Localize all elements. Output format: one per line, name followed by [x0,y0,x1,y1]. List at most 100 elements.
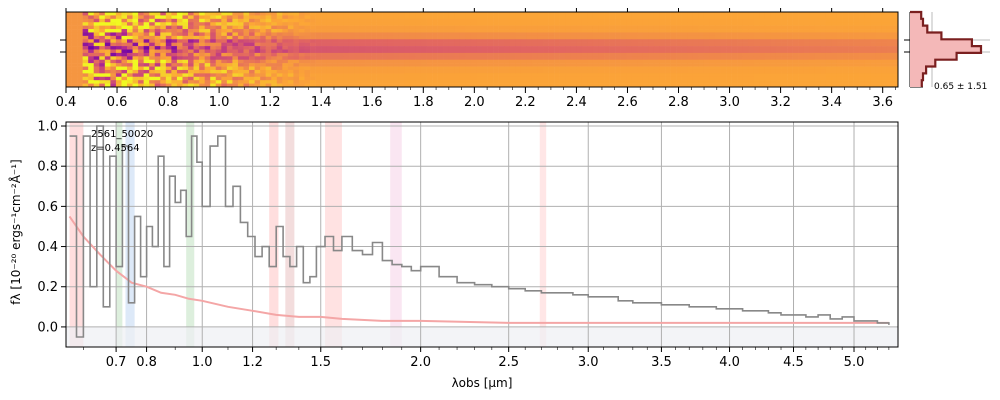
heatmap-cell [199,35,205,40]
heatmap-cell [343,46,350,50]
heatmap-cell [520,56,527,61]
heatmap-cell [737,39,743,43]
heatmap-cell [809,46,816,50]
heatmap-cell [637,29,644,33]
heatmap-cell [531,76,538,81]
x-tick-label: 1.2 [242,355,263,370]
heatmap-cell [359,25,366,30]
heatmap-cell [703,73,710,78]
heatmap-cell [237,42,244,47]
heatmap-cell [748,12,755,16]
heatmap-cell [609,49,616,54]
heatmap-cell [293,12,300,16]
heatmap-cell [620,83,627,87]
heatmap-cell [576,69,583,74]
redshift-label: z=0.4564 [91,143,140,154]
heatmap-cell [515,39,522,43]
heatmap-cell [648,25,655,30]
heatmap-cell [82,32,89,37]
heatmap-cell [354,22,361,26]
heatmap-cell [182,32,189,37]
heatmap-cell [365,15,372,20]
heatmap-cell [182,39,189,43]
heatmap-cell [681,73,688,78]
heatmap-cell [121,46,128,50]
heatmap-cell [653,83,660,87]
heatmap-cell [559,73,566,78]
heatmap-cell [293,83,300,87]
heatmap-cell [88,46,95,50]
heatmap-cell [720,49,727,54]
heatmap-cell [232,46,239,50]
heatmap-cell [626,63,633,67]
heatmap-cell [537,59,544,64]
heatmap-cell [604,66,610,71]
heatmap-cell [282,80,289,84]
heatmap-cell [748,63,755,67]
heatmap-cell [88,39,95,43]
heatmap-cell [581,49,588,54]
heatmap-cell [642,15,649,20]
heatmap-cell [409,12,416,16]
heatmap-cell [842,66,849,71]
heatmap-cell [249,80,255,84]
heatmap-cell [393,59,400,64]
heatmap-cell [420,66,427,71]
heatmap-cell [642,80,649,84]
heatmap-cell [371,56,377,61]
heatmap-cell [831,76,838,81]
heatmap-cell [598,35,605,40]
heatmap-cell [487,39,494,43]
heatmap-cell [71,42,78,47]
heatmap-cell [337,39,344,43]
heatmap-cell [404,59,411,64]
heatmap-cell [592,76,599,81]
heatmap-cell [842,25,849,30]
heatmap-cell [404,35,411,40]
heatmap-cell [404,46,411,50]
heatmap-cell [848,76,854,81]
heatmap-cell [237,15,244,20]
heatmap-cell [825,52,832,57]
heatmap-cell [853,59,860,64]
heatmap-cell [570,32,577,37]
heatmap-cell [565,69,572,74]
heatmap-cell [559,76,566,81]
heatmap-cell [842,69,849,74]
heatmap-cell [764,59,771,64]
heatmap-cell [271,56,278,61]
heatmap-cell [171,83,178,87]
heatmap-cell [127,29,133,33]
heatmap-cell [659,39,666,43]
heatmap-cell [298,49,305,54]
heatmap-cell [870,22,877,26]
heatmap-cell [482,76,488,81]
heatmap-cell [127,35,133,40]
heatmap-cell [581,59,588,64]
heatmap-cell [759,63,766,67]
heatmap-cell [88,76,95,81]
heatmap-cell [99,29,106,33]
heatmap-cell [415,49,422,54]
heatmap-cell [110,63,117,67]
heatmap-cell [260,76,266,81]
heatmap-cell [609,52,616,57]
heatmap-cell [359,15,366,20]
heatmap-cell [709,39,716,43]
heatmap-cell [737,83,743,87]
heatmap-cell [665,46,671,50]
heatmap-cell [881,29,888,33]
heatmap-cell [393,42,400,47]
heatmap-cell [659,22,666,26]
heatmap-cell [249,49,255,54]
heatmap-cell [598,32,605,37]
heatmap-cell [66,49,72,54]
heatmap-cell [692,39,699,43]
heatmap-cell [814,25,821,30]
heatmap-cell [537,42,544,47]
heatmap-cell [781,56,788,61]
heatmap-cell [188,42,194,47]
heatmap-cell [110,35,117,40]
heatmap-cell [387,76,394,81]
heatmap-cell [787,76,793,81]
